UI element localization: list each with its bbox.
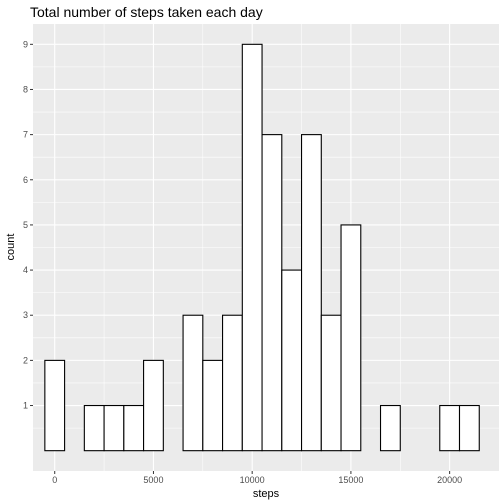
y-tick-label: 8: [23, 84, 28, 94]
histogram-bar: [123, 404, 145, 452]
histogram-bar: [182, 314, 204, 452]
x-tick-label: 10000: [240, 475, 265, 485]
histogram-bar: [300, 134, 322, 452]
x-tick-label: 5000: [143, 475, 163, 485]
y-tick-label: 4: [23, 265, 28, 275]
x-tick-label: 15000: [338, 475, 363, 485]
y-axis-ticks: 1 2 3 4 5 6 7 8 9: [23, 39, 33, 411]
y-tick-label: 3: [23, 310, 28, 320]
histogram-bar: [202, 359, 224, 452]
histogram-bar: [143, 359, 164, 452]
histogram-bar: [241, 43, 263, 452]
x-tick-label: 0: [52, 475, 57, 485]
y-tick-label: 2: [23, 355, 28, 365]
y-tick-label: 6: [23, 175, 28, 185]
y-tick-label: 1: [23, 401, 28, 411]
histogram-bar: [261, 134, 283, 452]
x-axis-ticks: 0 5000 10000 15000 20000: [52, 471, 462, 485]
x-tick-label: 20000: [437, 475, 462, 485]
y-tick-label: 5: [23, 220, 28, 230]
histogram-bar: [222, 314, 243, 452]
histogram-bar: [320, 314, 342, 452]
histogram-bar: [103, 404, 125, 452]
histogram-bar: [83, 404, 105, 452]
chart-title: Total number of steps taken each day: [30, 4, 263, 20]
x-axis-title: steps: [253, 488, 280, 500]
histogram-bar: [340, 224, 362, 452]
y-tick-label: 7: [23, 130, 28, 140]
histogram-bars: [44, 43, 480, 452]
y-axis-title: count: [5, 234, 17, 261]
y-tick-label: 9: [23, 39, 28, 49]
histogram-bar: [379, 404, 401, 452]
histogram-bar: [439, 404, 461, 452]
histogram-bar: [44, 359, 66, 452]
histogram-bar: [458, 404, 480, 452]
histogram-bar: [281, 269, 303, 452]
